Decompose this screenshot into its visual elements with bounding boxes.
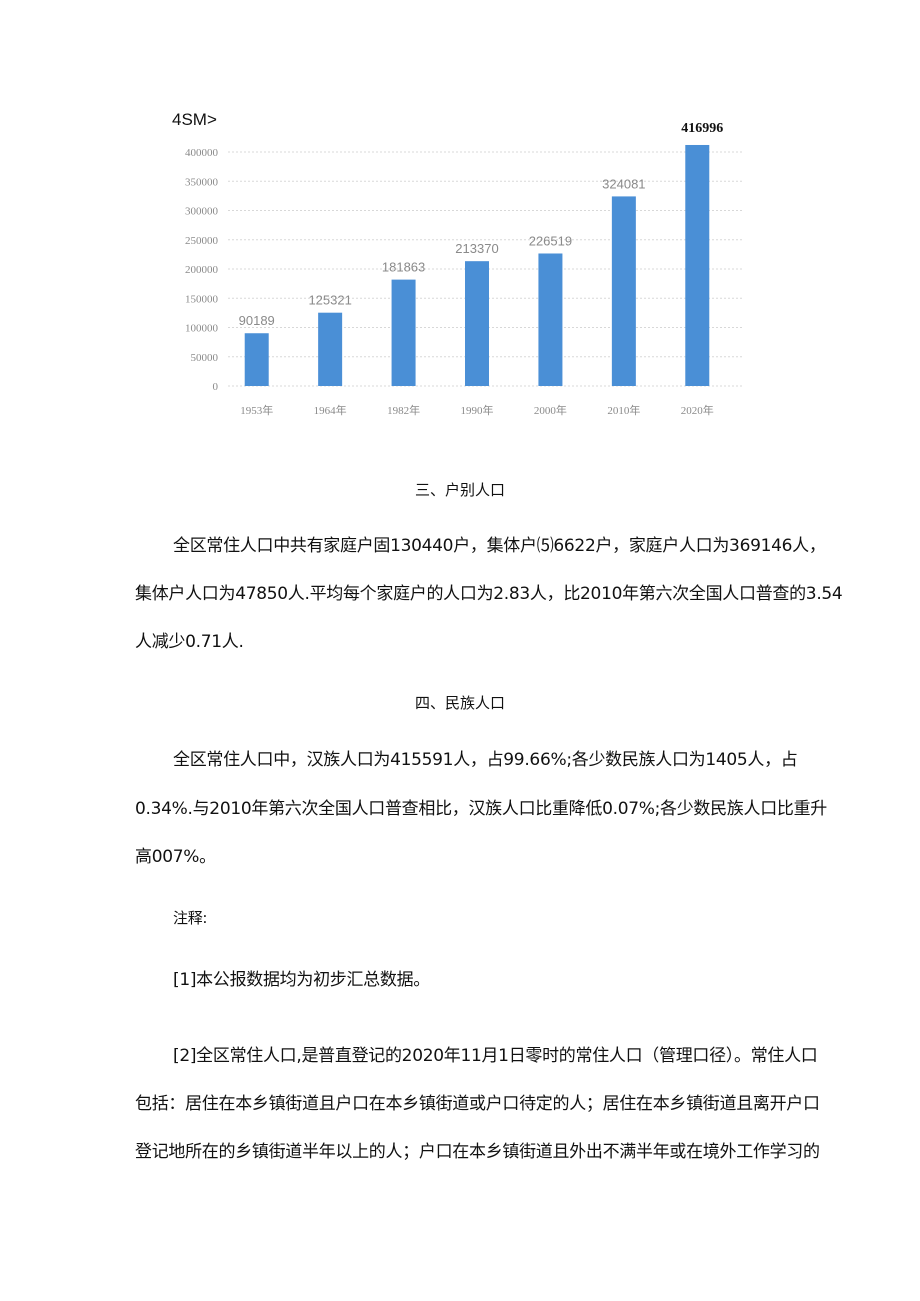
note-line: [1]本公报数据均为初步汇总数据。	[173, 970, 430, 990]
data-label: 90189	[239, 313, 275, 328]
paragraph-line: 高007%。	[135, 847, 216, 867]
paragraph-line: 全区常住人口中共有家庭户固130440户，集体户⑸6622户，家庭户人口为369…	[173, 536, 826, 556]
y-tick-label: 0	[213, 381, 219, 393]
x-tick-label: 1982年	[387, 403, 420, 417]
data-label: 181863	[382, 260, 425, 275]
y-tick-label: 200000	[185, 264, 219, 276]
bar	[244, 333, 269, 386]
data-label: 226519	[529, 233, 572, 248]
y-tick-label: 250000	[185, 235, 219, 247]
y-tick-label: 300000	[185, 206, 219, 218]
note-line: [2]全区常住人口,是普直登记的2020年11月1日零时的常住人口（管理口径）。…	[173, 1046, 818, 1066]
data-label: 213370	[455, 241, 498, 256]
notes-label: 注释:	[173, 909, 208, 927]
section-heading: 三、户别人口	[414, 481, 505, 499]
x-tick-label: 1990年	[461, 403, 494, 417]
bar	[391, 279, 416, 386]
bar	[685, 144, 710, 386]
x-tick-label: 2000年	[534, 403, 567, 417]
x-tick-label: 2020年	[681, 403, 714, 417]
note-line: 登记地所在的乡镇街道半年以上的人；户口在本乡镇街道且外出不满半年或在境外工作学习…	[135, 1142, 820, 1162]
y-tick-label: 100000	[185, 323, 219, 335]
population-bar-chart: 0 50000 100000 150000 200000 250000 300000 3500…	[185, 121, 742, 417]
bar	[611, 196, 636, 386]
chart-title: 4SM>	[172, 110, 217, 129]
y-tick-label: 350000	[185, 176, 219, 188]
paragraph-line: 人减少0.71人.	[135, 632, 244, 652]
y-tick-label: 150000	[185, 293, 219, 305]
data-label: 324081	[602, 176, 645, 191]
bar	[538, 253, 563, 386]
paragraph-line: 0.34%.与2010年第六次全国人口普查相比，汉族人口比重降低0.07%;各少…	[135, 799, 828, 819]
note-line: 包括：居住在本乡镇街道且户口在本乡镇街道或户口待定的人；居住在本乡镇街道且离开户…	[135, 1094, 820, 1114]
bar	[465, 261, 489, 386]
paragraph-line: 集体户人口为47850人.平均每个家庭户的人口为2.83人，比2010年第六次全…	[135, 584, 843, 604]
x-tick-label: 2010年	[607, 403, 640, 417]
y-tick-label: 400000	[185, 147, 219, 159]
paragraph-line: 全区常住人口中，汉族人口为415591人，占99.66%;各少数民族人口为140…	[173, 750, 798, 770]
bar	[318, 312, 343, 386]
data-label: 416996	[681, 121, 723, 136]
y-tick-label: 50000	[191, 352, 219, 364]
x-tick-label: 1953年	[240, 403, 273, 417]
data-label: 125321	[308, 293, 351, 308]
x-tick-label: 1964年	[314, 403, 347, 417]
section-heading: 四、民族人口	[414, 694, 505, 712]
